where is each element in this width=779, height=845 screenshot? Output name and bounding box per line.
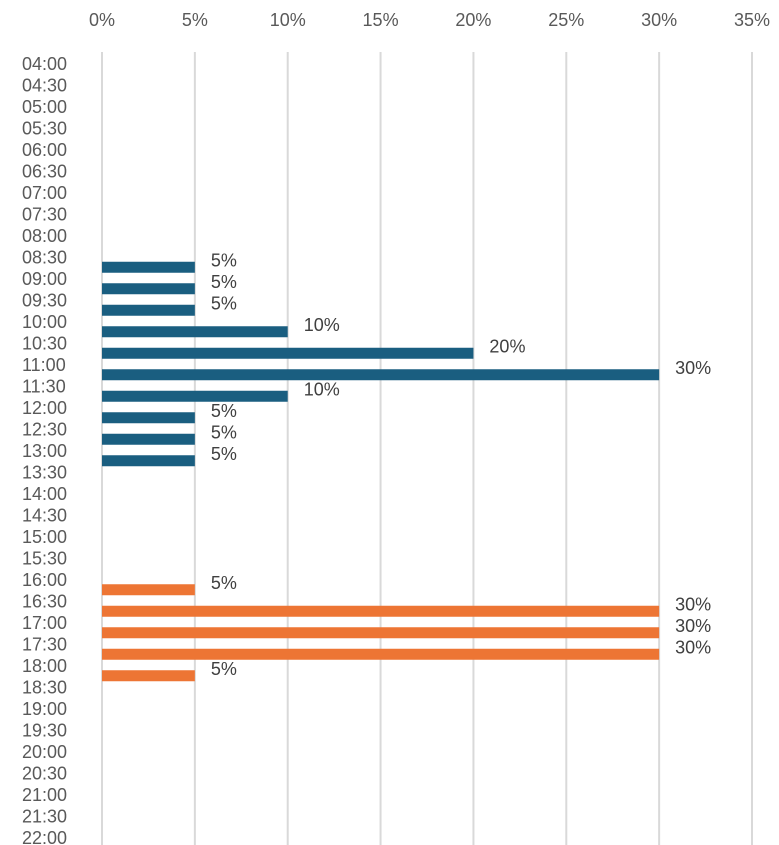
y-tick-label: 19:00 bbox=[22, 699, 67, 719]
bar bbox=[102, 283, 195, 295]
y-tick-label: 16:00 bbox=[22, 570, 67, 590]
y-tick-label: 14:00 bbox=[22, 484, 67, 504]
x-tick-label: 25% bbox=[548, 10, 584, 30]
y-tick-label: 12:30 bbox=[22, 420, 67, 440]
bar bbox=[102, 605, 660, 617]
bars bbox=[102, 261, 660, 682]
data-label: 30% bbox=[675, 616, 711, 636]
y-tick-label: 18:00 bbox=[22, 656, 67, 676]
y-tick-label: 18:30 bbox=[22, 678, 67, 698]
data-label: 10% bbox=[304, 379, 340, 399]
bar bbox=[102, 455, 195, 467]
bar bbox=[102, 670, 195, 682]
y-tick-label: 21:00 bbox=[22, 785, 67, 805]
y-tick-label: 14:30 bbox=[22, 506, 67, 526]
y-tick-label: 11:30 bbox=[22, 377, 66, 397]
data-label: 30% bbox=[675, 637, 711, 657]
y-tick-label: 20:00 bbox=[22, 742, 67, 762]
data-labels: 5%5%5%10%20%30%10%5%5%5%5%30%30%30%5% bbox=[211, 250, 711, 679]
y-tick-label: 15:00 bbox=[22, 527, 67, 547]
x-tick-label: 30% bbox=[641, 10, 677, 30]
bar bbox=[102, 304, 195, 316]
data-label: 20% bbox=[489, 336, 525, 356]
x-tick-label: 5% bbox=[182, 10, 208, 30]
y-tick-label: 04:00 bbox=[22, 54, 67, 74]
y-tick-label: 13:00 bbox=[22, 441, 67, 461]
y-tick-label: 21:30 bbox=[22, 807, 67, 827]
x-tick-label: 0% bbox=[89, 10, 115, 30]
data-label: 5% bbox=[211, 444, 237, 464]
x-tick-label: 20% bbox=[455, 10, 491, 30]
bar bbox=[102, 584, 195, 596]
data-label: 5% bbox=[211, 659, 237, 679]
gridlines bbox=[101, 52, 753, 845]
y-tick-label: 07:00 bbox=[22, 183, 67, 203]
y-tick-label: 10:00 bbox=[22, 312, 67, 332]
y-tick-label: 05:30 bbox=[22, 119, 67, 139]
x-axis-ticks: 0% 5% 10% 15% 20% 25% 30% 35% bbox=[89, 10, 770, 30]
y-tick-label: 16:30 bbox=[22, 592, 67, 612]
bar bbox=[102, 390, 288, 402]
x-tick-label: 10% bbox=[270, 10, 306, 30]
y-tick-label: 17:30 bbox=[22, 635, 67, 655]
bar bbox=[102, 648, 660, 660]
bar bbox=[102, 433, 195, 445]
data-label: 30% bbox=[675, 594, 711, 614]
y-tick-label: 06:30 bbox=[22, 162, 67, 182]
y-tick-label: 11:00 bbox=[22, 355, 66, 375]
y-tick-label: 15:30 bbox=[22, 549, 67, 569]
data-label: 5% bbox=[211, 272, 237, 292]
y-tick-label: 07:30 bbox=[22, 205, 67, 225]
data-label: 10% bbox=[304, 315, 340, 335]
y-tick-label: 05:00 bbox=[22, 97, 67, 117]
y-tick-label: 13:30 bbox=[22, 463, 67, 483]
y-tick-label: 10:30 bbox=[22, 334, 67, 354]
bar bbox=[102, 627, 660, 639]
y-tick-label: 22:00 bbox=[22, 828, 67, 845]
bar bbox=[102, 412, 195, 424]
y-tick-label: 17:00 bbox=[22, 613, 67, 633]
bar bbox=[102, 261, 195, 273]
y-tick-label: 19:30 bbox=[22, 721, 67, 741]
data-label: 5% bbox=[211, 401, 237, 421]
y-tick-label: 12:00 bbox=[22, 398, 67, 418]
y-tick-label: 09:00 bbox=[22, 269, 67, 289]
data-label: 5% bbox=[211, 573, 237, 593]
bar bbox=[102, 369, 660, 381]
y-tick-label: 08:00 bbox=[22, 226, 67, 246]
y-tick-label: 08:30 bbox=[22, 248, 67, 268]
bar bbox=[102, 326, 288, 338]
x-tick-label: 35% bbox=[734, 10, 770, 30]
x-tick-label: 15% bbox=[363, 10, 399, 30]
y-tick-label: 20:30 bbox=[22, 764, 67, 784]
data-label: 5% bbox=[211, 293, 237, 313]
bar bbox=[102, 347, 474, 359]
data-label: 30% bbox=[675, 358, 711, 378]
data-label: 5% bbox=[211, 250, 237, 270]
y-tick-label: 06:00 bbox=[22, 140, 67, 160]
y-axis-ticks: 04:0004:3005:0005:3006:0006:3007:0007:30… bbox=[22, 54, 67, 845]
y-tick-label: 09:30 bbox=[22, 291, 67, 311]
data-label: 5% bbox=[211, 422, 237, 442]
y-tick-label: 04:30 bbox=[22, 76, 67, 96]
